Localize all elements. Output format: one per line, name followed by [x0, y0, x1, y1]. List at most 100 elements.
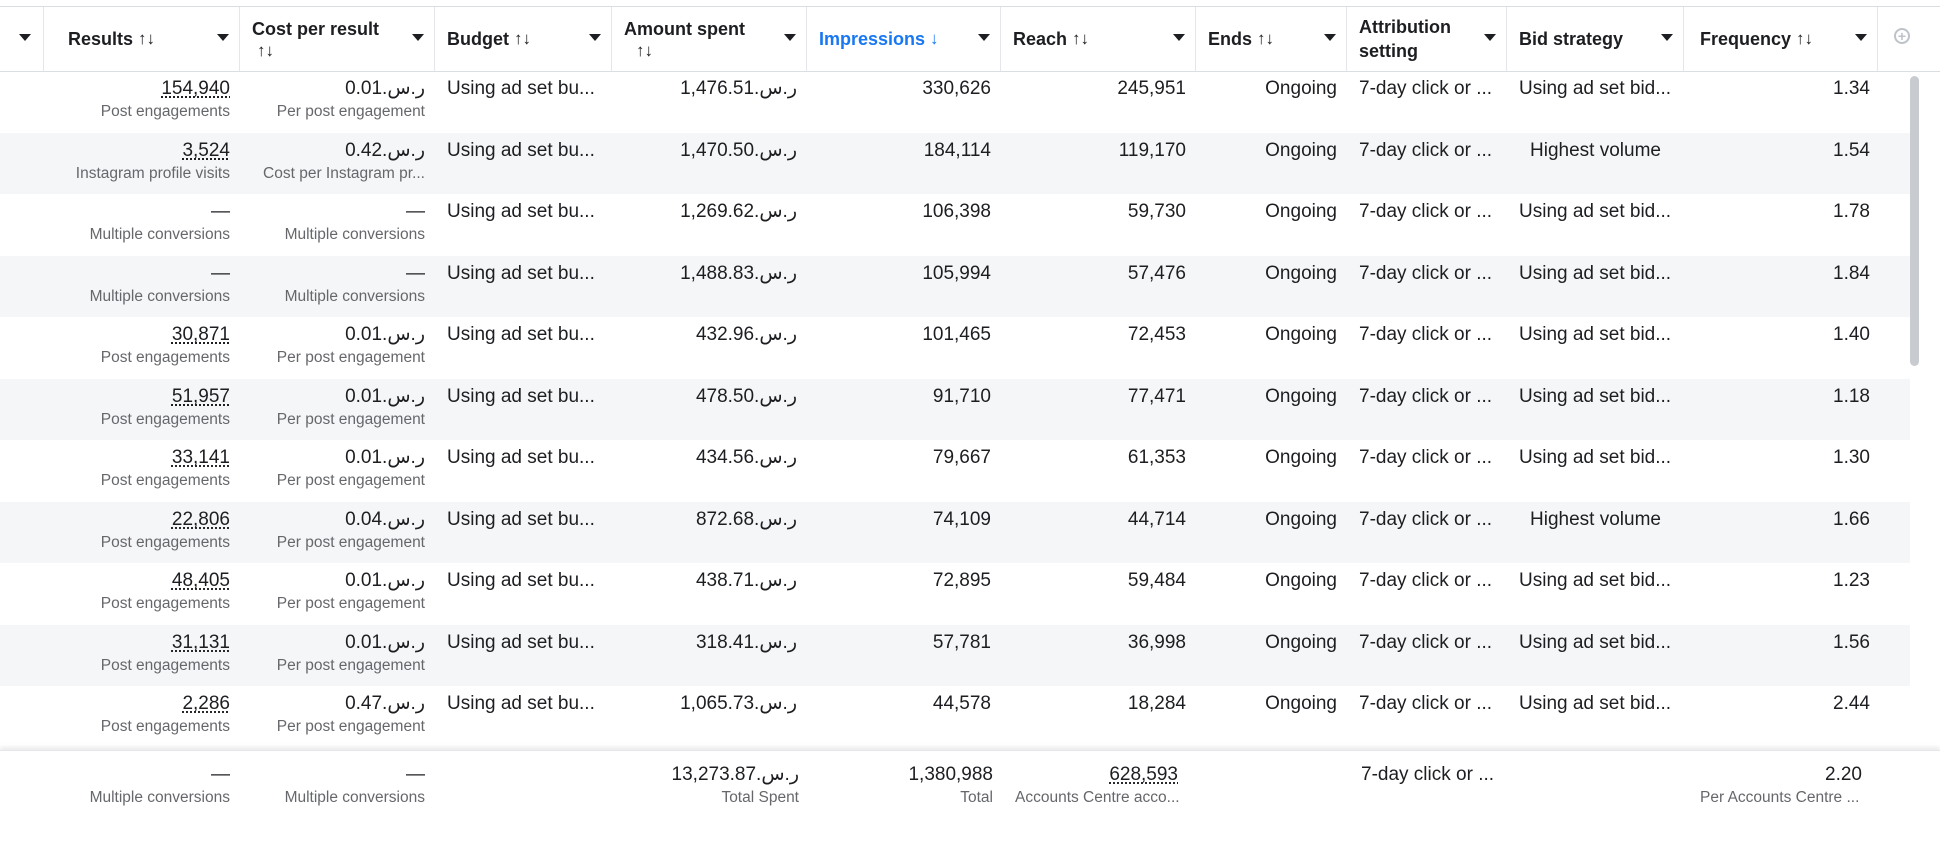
table-row[interactable]: 22,806 Post engagements 0.04.ر.س Per post …	[0, 501, 1910, 563]
table-row[interactable]: 154,940 Post engagements 0.01.ر.س Per post…	[0, 71, 1910, 133]
results-value[interactable]: 51,957	[171, 385, 230, 407]
cost-per-result-type: Multiple conversions	[284, 226, 425, 243]
column-header-reach[interactable]: Reach ↑↓	[1001, 7, 1196, 71]
table-row[interactable]: — Multiple conversions — Multiple conversi…	[0, 194, 1910, 256]
results-value[interactable]: 31,131	[171, 631, 230, 653]
bid-strategy-value: Using ad set bid...	[1519, 385, 1672, 407]
table-row[interactable]: 31,131 Post engagements 0.01.ر.س Per post …	[0, 624, 1910, 686]
plus-circle-icon[interactable]: +	[1894, 28, 1910, 44]
table-row[interactable]: 3,524 Instagram profile visits 0.42.ر.س Co…	[0, 132, 1910, 194]
column-label: Results	[68, 29, 134, 49]
sort-icon[interactable]: ↑↓	[1072, 29, 1090, 48]
results-value[interactable]: 48,405	[171, 570, 230, 591]
column-label: Attribution setting	[1359, 17, 1451, 61]
cost-per-result-value: 0.01.ر.س	[345, 385, 425, 407]
table-row[interactable]: 33,141 Post engagements 0.01.ر.س Per post …	[0, 440, 1910, 502]
chevron-down-icon[interactable]	[589, 34, 601, 41]
reach-value: 72,453	[1127, 324, 1186, 345]
chevron-down-icon[interactable]	[217, 34, 229, 41]
results-type: Post engagements	[100, 718, 230, 735]
attribution-value: 7-day click or ...	[1359, 78, 1493, 99]
impressions-value: 106,398	[922, 201, 991, 222]
cost-per-result-type: Per post engagement	[276, 718, 425, 735]
table-row[interactable]: — Multiple conversions — Multiple conversi…	[0, 255, 1910, 317]
bid-strategy-value: Using ad set bid...	[1519, 447, 1672, 468]
impressions-value: 79,667	[932, 447, 991, 468]
chevron-down-icon[interactable]	[1484, 34, 1496, 41]
table-row[interactable]: 30,871 Post engagements 0.01.ر.س Per post …	[0, 317, 1910, 379]
attribution-value: 7-day click or ...	[1359, 262, 1493, 284]
selection-menu[interactable]	[0, 7, 44, 71]
column-label: Impressions	[819, 29, 926, 49]
column-header-frequency[interactable]: Frequency ↑↓	[1684, 7, 1878, 71]
chevron-down-icon[interactable]	[1661, 34, 1673, 41]
reach-value: 77,471	[1127, 385, 1186, 407]
frequency-value: 2.44	[1833, 693, 1870, 714]
sort-icon[interactable]: ↑↓	[138, 29, 156, 48]
column-header-bid-strategy[interactable]: Bid strategy	[1507, 7, 1684, 71]
chevron-down-icon[interactable]	[1324, 34, 1336, 41]
results-value[interactable]: 154,940	[161, 78, 230, 99]
cost-per-result-value: 0.01.ر.س	[345, 570, 425, 591]
column-header-amount-spent[interactable]: Amount spent ↑↓	[612, 7, 807, 71]
chevron-down-icon[interactable]	[784, 34, 796, 41]
table-footer-totals: — Multiple conversions — Multiple conversi…	[0, 750, 1940, 843]
cost-per-result-type: Per post engagement	[276, 533, 425, 551]
reach-value: 57,476	[1127, 262, 1186, 284]
sort-icon[interactable]: ↑↓	[1796, 29, 1814, 48]
total-impressions-value: 1,380,988	[908, 764, 993, 785]
column-label: Amount spent	[624, 19, 745, 39]
table-row[interactable]: 2,286 Post engagements 0.47.ر.س Per post e…	[0, 686, 1910, 748]
results-value[interactable]: 33,141	[171, 447, 230, 468]
chevron-down-icon[interactable]	[978, 34, 990, 41]
results-value: —	[211, 201, 230, 222]
results-value[interactable]: 22,806	[171, 508, 230, 530]
total-amount-spent-label: Total Spent	[721, 789, 799, 806]
amount-spent-value: 434.56.ر.س	[695, 447, 797, 468]
cost-per-result-type: Per post engagement	[276, 656, 425, 674]
table-row[interactable]: 51,957 Post engagements 0.01.ر.س Per post …	[0, 378, 1910, 440]
reach-value: 36,998	[1127, 631, 1186, 653]
scrollbar-thumb[interactable]	[1910, 76, 1919, 366]
sort-icon[interactable]: ↑↓	[1257, 29, 1275, 48]
column-header-cost-per-result[interactable]: Cost per result ↑↓	[240, 7, 435, 71]
frequency-value: 1.84	[1833, 262, 1870, 284]
table-row[interactable]: 48,405 Post engagements 0.01.ر.س Per post …	[0, 563, 1910, 625]
cost-per-result-type: Per post engagement	[276, 472, 425, 489]
cost-per-result-value: 0.42.ر.س	[345, 139, 425, 161]
column-header-budget[interactable]: Budget ↑↓	[435, 7, 612, 71]
budget-value: Using ad set bu...	[447, 385, 595, 407]
column-header-impressions[interactable]: Impressions ↓	[807, 7, 1001, 71]
ends-value: Ongoing	[1265, 693, 1337, 714]
attribution-value: 7-day click or ...	[1359, 139, 1493, 161]
total-cost-per-result-value: —	[406, 764, 425, 785]
table-header: Results ↑↓ Cost per result ↑↓ Budget ↑↓ …	[0, 6, 1940, 72]
chevron-down-icon[interactable]	[412, 34, 424, 41]
column-header-ends[interactable]: Ends ↑↓	[1196, 7, 1347, 71]
cost-per-result-value: 0.04.ر.س	[345, 508, 425, 530]
column-header-attribution-setting[interactable]: Attribution setting	[1347, 7, 1507, 71]
total-reach-value[interactable]: 628,593	[1109, 764, 1178, 785]
chevron-down-icon[interactable]	[19, 34, 31, 41]
results-value[interactable]: 2,286	[182, 693, 230, 714]
sort-icon[interactable]: ↑↓	[636, 41, 653, 60]
results-value[interactable]: 3,524	[182, 139, 230, 161]
total-amount-spent-value: 13,273.87.ر.س	[671, 764, 799, 785]
bid-strategy-value: Using ad set bid...	[1519, 570, 1672, 591]
column-header-results[interactable]: Results ↑↓	[44, 7, 240, 71]
reach-value: 59,484	[1127, 570, 1186, 591]
sort-descending-icon[interactable]: ↓	[930, 29, 939, 48]
sort-icon[interactable]: ↑↓	[257, 41, 274, 60]
sort-icon[interactable]: ↑↓	[514, 29, 531, 48]
column-label: Reach	[1013, 29, 1068, 49]
chevron-down-icon[interactable]	[1855, 34, 1867, 41]
frequency-value: 1.56	[1833, 631, 1870, 653]
results-value[interactable]: 30,871	[171, 324, 230, 345]
attribution-value: 7-day click or ...	[1359, 385, 1493, 407]
budget-value: Using ad set bu...	[447, 78, 595, 99]
column-label: Budget	[447, 29, 509, 49]
chevron-down-icon[interactable]	[1173, 34, 1185, 41]
frequency-value: 1.66	[1833, 508, 1870, 530]
budget-value: Using ad set bu...	[447, 447, 595, 468]
